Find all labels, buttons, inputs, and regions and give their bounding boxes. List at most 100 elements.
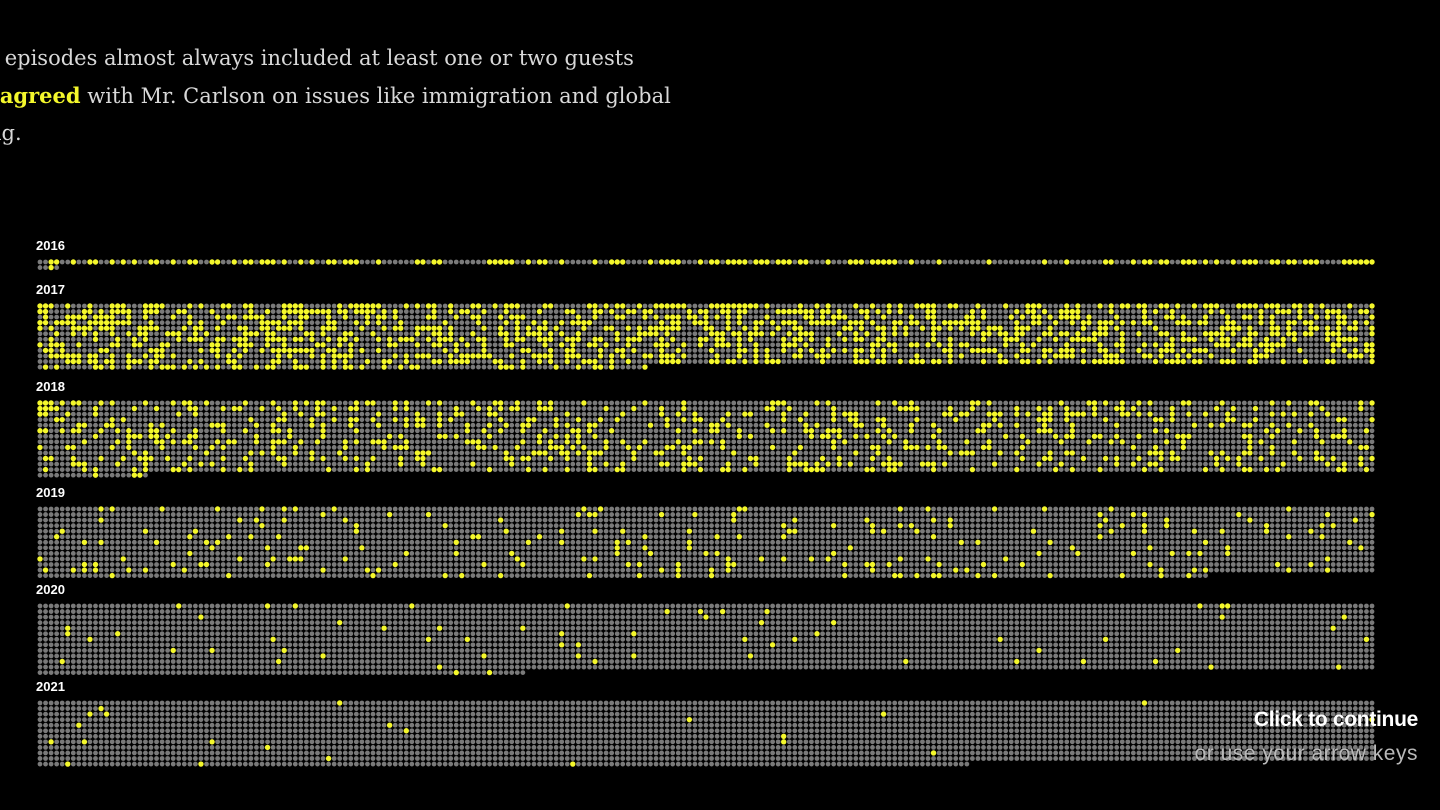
guest-dot <box>942 342 948 348</box>
guest-dot <box>526 314 531 320</box>
guest-dot <box>1125 428 1131 434</box>
guest-dot-disagreed <box>1019 433 1026 439</box>
guest-dot-disagreed <box>187 400 193 406</box>
guest-dot <box>242 364 248 370</box>
guest-dot <box>1280 314 1286 320</box>
guest-dot <box>698 428 703 434</box>
guest-dot <box>814 309 820 314</box>
guest-dot-disagreed <box>159 347 165 354</box>
guest-dot-disagreed <box>153 428 160 434</box>
guest-dot <box>415 428 420 434</box>
guest-dot-disagreed <box>686 308 693 315</box>
guest-dot <box>675 309 681 314</box>
guest-dot <box>137 400 143 406</box>
guest-dot <box>925 400 931 406</box>
guest-dot-disagreed <box>1230 319 1236 326</box>
guest-dot <box>853 428 859 434</box>
guest-dot-disagreed <box>314 342 321 348</box>
guest-dot-disagreed <box>614 314 620 320</box>
guest-dot <box>76 433 82 439</box>
guest-dot-disagreed <box>1286 259 1292 265</box>
guest-dot <box>875 320 881 326</box>
guest-dot <box>1008 320 1014 326</box>
guest-dot-disagreed <box>309 331 315 337</box>
guest-dot <box>897 348 903 353</box>
guest-dot <box>215 428 221 434</box>
guest-dot <box>1069 359 1075 364</box>
guest-dot <box>1192 342 1197 348</box>
guest-dot-disagreed <box>1308 331 1314 337</box>
guest-dot-disagreed <box>1302 259 1309 265</box>
guest-dot <box>1019 400 1025 406</box>
guest-dot <box>692 336 698 342</box>
guest-dot <box>115 364 121 370</box>
guest-dot-disagreed <box>1308 259 1314 265</box>
guest-dot <box>847 359 853 364</box>
guest-dot <box>1203 325 1208 331</box>
guest-dot <box>1314 359 1319 364</box>
guest-dot-disagreed <box>436 416 443 423</box>
guest-dot <box>259 433 265 439</box>
guest-dot <box>298 400 304 406</box>
guest-dot <box>1036 259 1042 265</box>
guest-dot-disagreed <box>658 325 665 331</box>
guest-dot <box>942 428 948 434</box>
guest-dot-disagreed <box>481 428 487 434</box>
guest-dot <box>1119 325 1125 331</box>
guest-dot-disagreed <box>414 353 421 359</box>
guest-dot-disagreed <box>1125 303 1131 309</box>
guest-dot <box>531 309 537 314</box>
guest-dot <box>1314 439 1319 445</box>
guest-dot <box>1008 309 1014 314</box>
guest-dot <box>759 400 764 406</box>
guest-dot <box>226 320 232 326</box>
guest-dot <box>98 417 104 423</box>
guest-dot <box>975 359 981 364</box>
guest-dot-disagreed <box>331 347 337 354</box>
guest-dot-disagreed <box>464 308 471 315</box>
guest-dot-disagreed <box>1014 308 1020 315</box>
guest-dot-disagreed <box>1036 336 1042 342</box>
guest-dot <box>631 303 637 309</box>
guest-dot <box>165 422 171 428</box>
guest-dot <box>1008 417 1014 423</box>
guest-dot <box>231 400 237 406</box>
guest-dot <box>753 422 759 428</box>
guest-dot <box>797 433 803 439</box>
guest-dot-disagreed <box>248 314 254 320</box>
guest-dot <box>864 353 870 359</box>
guest-dot <box>1003 417 1009 423</box>
guest-dot <box>503 417 509 423</box>
guest-dot <box>326 342 331 348</box>
guest-dot <box>170 433 176 439</box>
guest-dot <box>1031 336 1036 342</box>
guest-dot <box>659 400 664 406</box>
guest-dot <box>270 353 276 359</box>
guest-dot-disagreed <box>892 433 898 439</box>
guest-dot <box>742 320 748 326</box>
guest-dot <box>1064 320 1070 326</box>
guest-dot <box>831 309 837 314</box>
guest-dot-disagreed <box>1047 331 1053 337</box>
guest-dot-disagreed <box>348 353 354 359</box>
guest-dot <box>1108 406 1114 411</box>
guest-dot-disagreed <box>1202 259 1209 265</box>
guest-dot-disagreed <box>1180 314 1187 320</box>
guest-dot-disagreed <box>803 314 809 320</box>
guest-dot <box>1092 259 1097 265</box>
guest-dot <box>198 314 204 320</box>
guest-dot <box>148 400 154 406</box>
guest-dot <box>975 406 981 411</box>
guest-dot <box>287 406 293 411</box>
guest-dot <box>1008 259 1014 265</box>
guest-dot <box>720 359 726 364</box>
guest-dot <box>947 433 953 439</box>
guest-dot <box>98 445 104 450</box>
guest-dot <box>692 259 698 265</box>
guest-dot-disagreed <box>686 314 693 320</box>
guest-dot-disagreed <box>37 303 43 309</box>
guest-dot <box>420 406 426 411</box>
guest-dot-disagreed <box>675 411 681 417</box>
guest-dot-disagreed <box>869 259 876 265</box>
guest-dot <box>409 433 415 439</box>
